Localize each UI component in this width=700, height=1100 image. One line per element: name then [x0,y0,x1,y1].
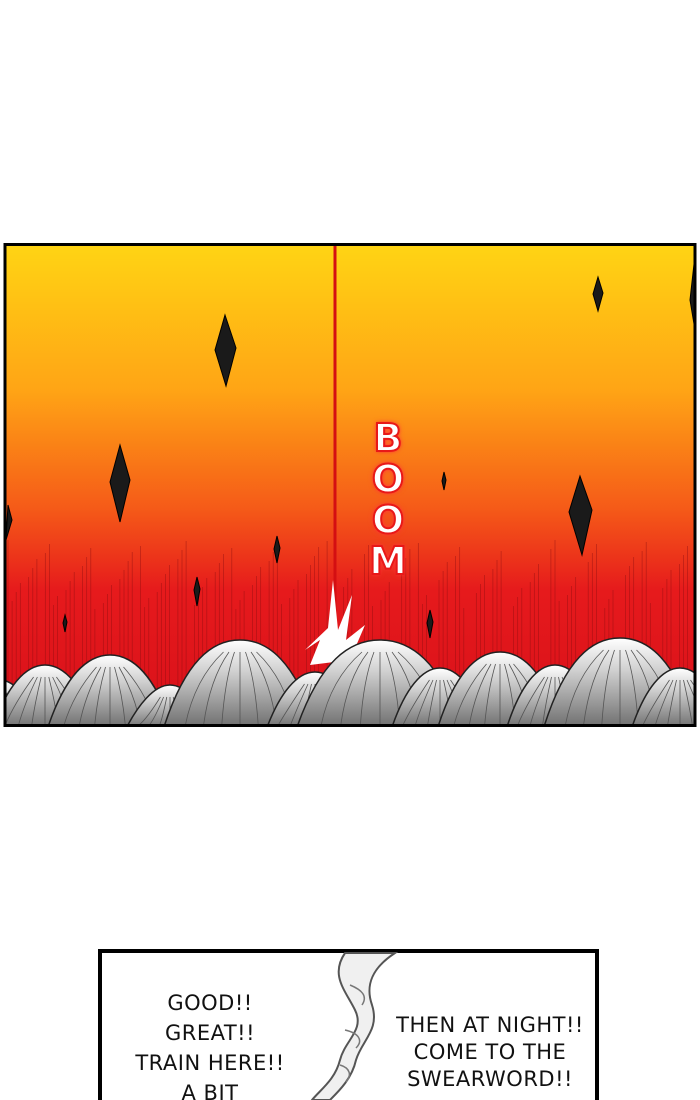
panel-2 [98,949,599,1100]
bubble-line: TRAIN HERE!! [134,1051,284,1075]
mountain-ridge [601,649,615,725]
mountain-ridge [583,649,610,725]
panel-1 [5,245,695,725]
tail-detail [339,984,366,1083]
panel-2-border [98,949,599,1100]
mountain-ridge [138,696,161,725]
mountain-ridge [320,651,363,725]
bubble-line: GOOD!! [167,991,252,1015]
mountain-ridge [360,651,375,725]
mountain-ridge [565,649,604,725]
mountain [632,667,695,725]
bubble-line: THEN AT NIGHT!! [395,1013,584,1037]
tail-shape [310,952,399,1100]
mountain-ridge [484,663,496,725]
speech-bubbles: GOOD!! GREAT!! TRAIN HERE!! A BIT THEN AT NI… [134,991,583,1100]
mountain-ridge [63,666,97,725]
mountain-ridge [290,683,309,725]
bubble-line: A BIT [182,1081,239,1100]
mountain-ridge [114,666,126,725]
mountain-ridge [468,663,492,725]
bubble-line: SWEARWORD!! [407,1067,573,1091]
mountain-ridge [185,651,224,725]
mountain-ridge [78,666,102,725]
mountain-ridge [453,663,487,725]
mountains [5,637,695,725]
mountain-ridge [340,651,369,725]
mountain-ridge [686,679,695,700]
impact-burst [305,580,365,665]
mountain-ridge [148,696,164,725]
panel-1-border [3,243,697,727]
mountain-ridge [277,683,305,725]
debris [5,254,695,639]
mountain-ridge [245,651,259,725]
mountain-ridge [94,666,106,725]
mountain-ridge [159,696,168,725]
mountain-ridge [221,651,235,725]
sound-effect: BOOM [368,416,408,583]
mountain-ridge [203,651,230,725]
bubble-line: GREAT!! [165,1021,255,1045]
bubble-line: COME TO THE [414,1040,567,1064]
